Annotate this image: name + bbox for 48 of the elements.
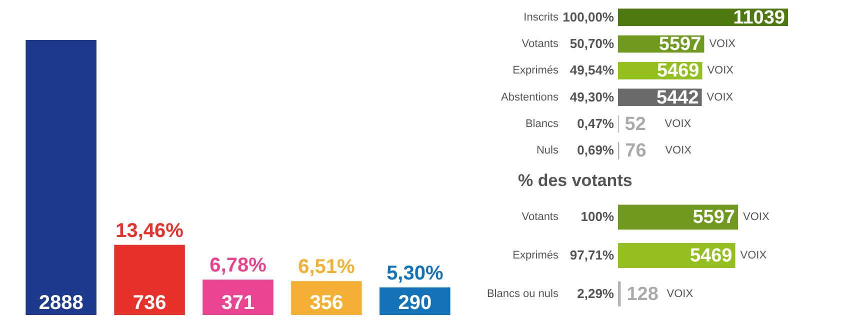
text: 49,30% [570, 89, 614, 104]
annotation: VOIX [706, 91, 734, 104]
data-label: 5442 [656, 87, 699, 108]
bar [114, 244, 185, 315]
data-label: 356 [310, 292, 344, 314]
text: 49,54% [570, 62, 614, 78]
data-label: 5597 [692, 207, 735, 228]
data-label: 5597 [658, 34, 702, 55]
y-tick-label: Blancs ou nuls [486, 288, 559, 300]
text: VOIX [743, 211, 770, 224]
annotation: VOIX [665, 144, 692, 157]
data-label: 52 [624, 114, 646, 135]
chart-title: % des votants [518, 171, 632, 190]
y-tick-label: Exprimés [512, 250, 559, 262]
annotation: VOIX [707, 64, 734, 77]
text: 100% [580, 209, 614, 224]
text: 0,69% [577, 142, 614, 158]
data-label: 128 [626, 284, 658, 305]
y-tick-label: Inscrits [524, 11, 559, 24]
text: 0,47% [577, 116, 614, 131]
text: VOIX [740, 250, 768, 262]
y-tick-label: Exprimés [512, 64, 559, 77]
annotation: 6,51% [298, 256, 356, 278]
data-label: 2888 [38, 292, 84, 314]
data-label: 736 [132, 292, 166, 314]
annotation: VOIX [709, 38, 736, 50]
text: 2,29% [577, 286, 614, 301]
data-label: 371 [221, 292, 255, 314]
annotation: 6,78% [210, 254, 267, 277]
y-tick-label: Nuls [536, 144, 559, 157]
data-label: 76 [625, 140, 646, 162]
annotation: VOIX [666, 288, 694, 300]
text: 100,00% [562, 9, 614, 24]
text: 50,70% [570, 36, 614, 51]
annotation: 5,30% [386, 262, 444, 284]
data-label: 290 [398, 292, 432, 314]
bar [26, 40, 96, 315]
y-tick-label: Votants [522, 38, 559, 50]
text: 97,71% [570, 248, 614, 262]
annotation: VOIX [664, 118, 692, 130]
data-label: 5469 [656, 60, 700, 82]
y-tick-label: Votants [522, 211, 559, 224]
y-tick-label: Blancs [525, 118, 559, 130]
data-label: 11039 [733, 7, 785, 28]
y-tick-label: Abstentions [501, 91, 559, 104]
data-label: 5469 [690, 246, 732, 266]
annotation: 13,46% [116, 220, 184, 242]
bar [202, 280, 274, 315]
